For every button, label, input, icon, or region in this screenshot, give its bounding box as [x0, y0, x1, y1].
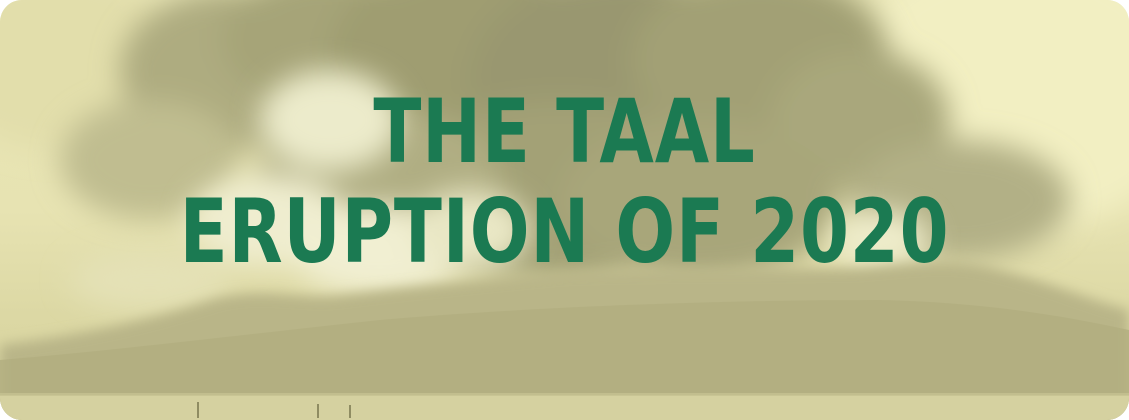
shoreline-poles [197, 402, 351, 418]
steam-clouds [70, 70, 930, 310]
title-line-1: THE TAAL [373, 80, 756, 183]
banner-title: THE TAAL ERUPTION OF 2020 [113, 82, 1016, 282]
smoke-plume [60, 0, 1070, 280]
title-line-2: ERUPTION OF 2020 [179, 180, 950, 283]
lake-water [0, 395, 1129, 420]
